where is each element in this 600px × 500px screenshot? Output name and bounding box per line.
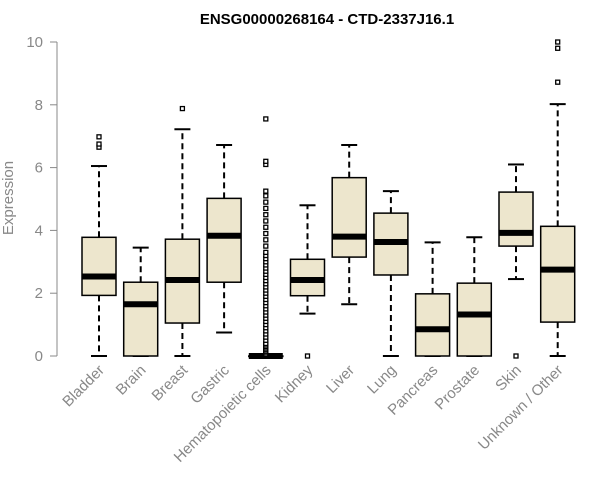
outlier-point bbox=[555, 45, 561, 51]
box-prostate bbox=[456, 236, 493, 357]
y-tick-label: 8 bbox=[35, 97, 43, 114]
outlier-point bbox=[555, 79, 561, 85]
box-unknown-other bbox=[539, 39, 576, 357]
iqr-box bbox=[414, 293, 451, 357]
box-gastric bbox=[206, 143, 242, 334]
box-brain bbox=[122, 246, 159, 357]
box-skin bbox=[498, 163, 534, 359]
outlier-point bbox=[179, 105, 186, 112]
iqr-box bbox=[331, 176, 367, 258]
iqr-box bbox=[122, 281, 159, 357]
x-category-label: Bladder bbox=[59, 362, 108, 411]
outlier-point bbox=[304, 353, 311, 359]
outlier-point bbox=[263, 212, 269, 218]
outlier-point bbox=[263, 237, 269, 243]
outlier-point bbox=[263, 205, 269, 212]
iqr-box bbox=[539, 225, 576, 323]
box-hematopoietic-cells bbox=[248, 116, 284, 359]
x-category-label: Lung bbox=[364, 362, 400, 398]
outlier-point bbox=[263, 116, 269, 122]
outlier-point bbox=[263, 188, 269, 194]
outlier-point bbox=[263, 218, 269, 224]
y-axis-title: Expression bbox=[0, 161, 17, 235]
iqr-box bbox=[206, 197, 242, 283]
outlier-point bbox=[263, 249, 269, 256]
iqr-box bbox=[456, 282, 493, 357]
y-tick-label: 2 bbox=[35, 285, 43, 302]
box-plot-series bbox=[81, 39, 576, 359]
chart-title: ENSG00000268164 - CTD-2337J16.1 bbox=[200, 11, 454, 28]
outlier-point bbox=[513, 353, 519, 359]
iqr-box bbox=[498, 191, 534, 247]
outlier-point bbox=[263, 230, 269, 237]
x-category-label: Breast bbox=[149, 361, 192, 404]
y-tick-label: 10 bbox=[26, 34, 43, 51]
outlier-point bbox=[263, 199, 269, 205]
y-axis: 0 2 4 6 8 10 bbox=[26, 34, 58, 365]
x-category-label: Skin bbox=[492, 362, 525, 395]
x-category-label: Brain bbox=[113, 362, 150, 399]
box-kidney bbox=[289, 204, 326, 359]
box-bladder bbox=[81, 134, 117, 357]
box-liver bbox=[331, 143, 367, 306]
y-tick-label: 0 bbox=[35, 348, 43, 365]
box-lung bbox=[373, 190, 409, 357]
box-pancreas bbox=[414, 241, 451, 357]
outlier-point bbox=[263, 243, 269, 249]
outlier-point bbox=[263, 193, 269, 199]
outlier-point bbox=[555, 39, 561, 45]
x-category-label: Kidney bbox=[272, 361, 317, 406]
outlier-point bbox=[96, 134, 102, 140]
iqr-box bbox=[81, 236, 117, 297]
y-tick-label: 6 bbox=[35, 160, 43, 177]
box-breast bbox=[164, 105, 201, 357]
x-category-label: Prostate bbox=[432, 362, 484, 414]
outlier-point bbox=[263, 224, 269, 230]
outlier-point bbox=[263, 158, 269, 164]
x-category-label: Liver bbox=[323, 362, 358, 397]
outlier-point bbox=[96, 141, 102, 147]
y-tick-label: 4 bbox=[35, 222, 43, 239]
